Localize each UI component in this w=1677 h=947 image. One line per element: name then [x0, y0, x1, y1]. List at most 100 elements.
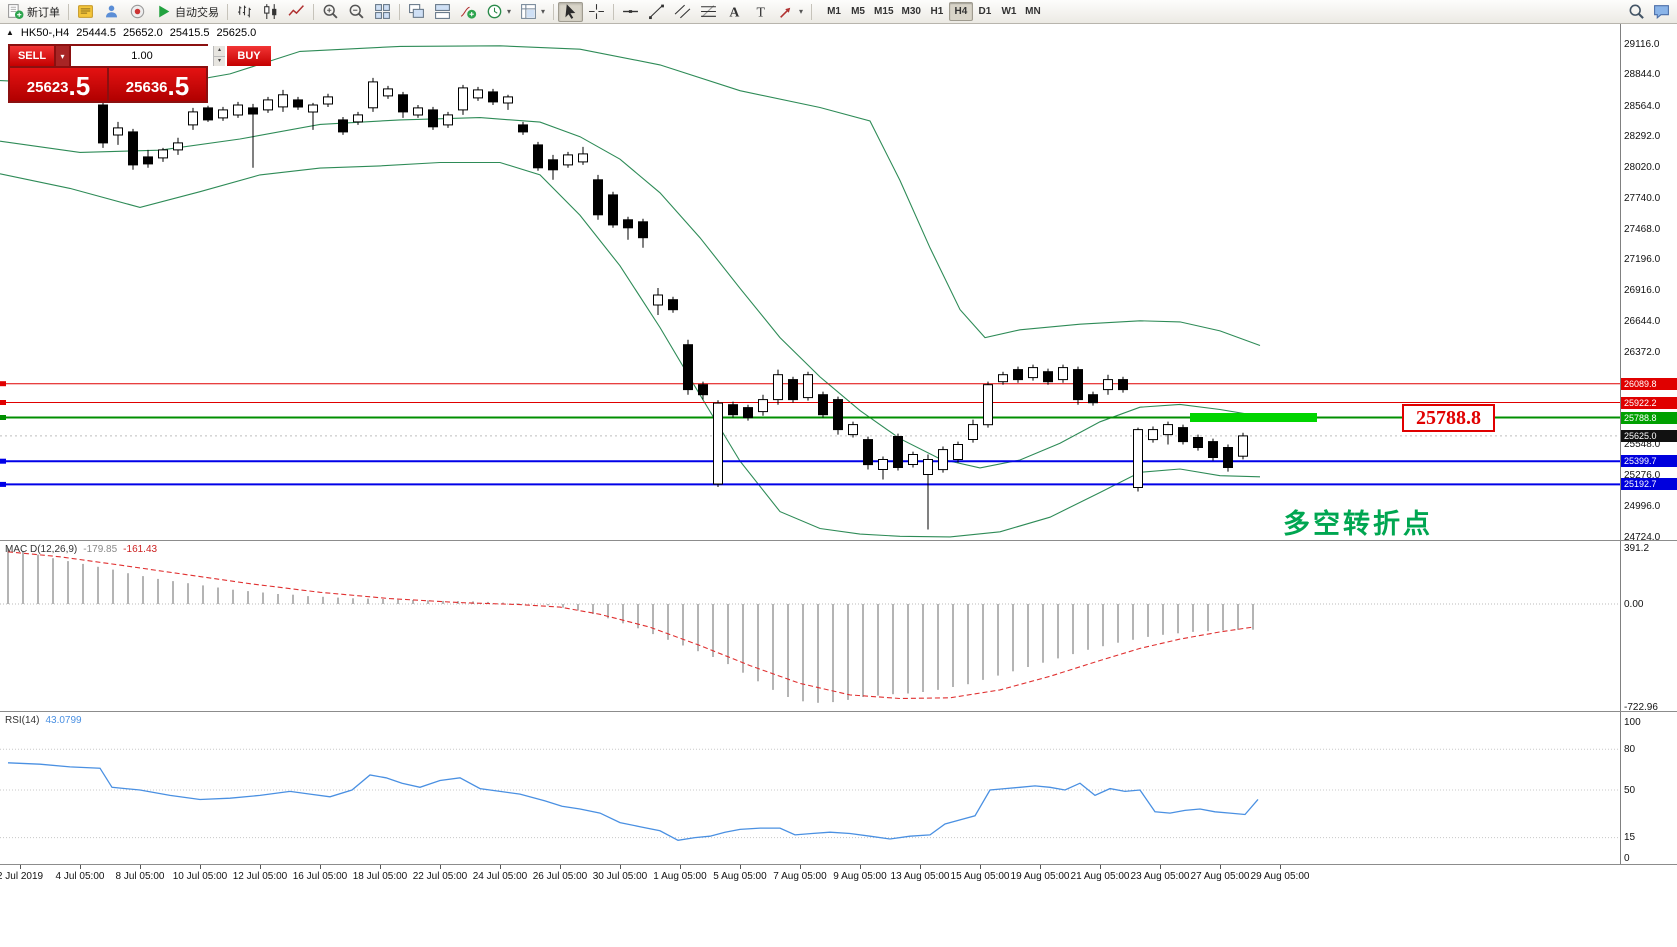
- level-anchor-marker: [0, 458, 6, 464]
- svg-text:T: T: [756, 4, 765, 19]
- text-tool-button[interactable]: A: [722, 2, 747, 22]
- time-axis-tick: [860, 865, 861, 869]
- sell-price-int: 25623: [26, 79, 69, 96]
- cascade-windows-button[interactable]: [404, 2, 429, 22]
- profiles-button[interactable]: [99, 2, 124, 22]
- metaeditor-button[interactable]: [73, 2, 98, 22]
- text-tool-icon: A: [726, 3, 743, 20]
- price-axis-label: 26916.0: [1624, 285, 1661, 297]
- timeframe-button-M1[interactable]: M1: [827, 6, 841, 17]
- templates-button[interactable]: ▾: [516, 2, 549, 22]
- autotrading-button[interactable]: 自动交易: [151, 2, 223, 22]
- zoom-out-button[interactable]: [344, 2, 369, 22]
- candlestick-icon: [262, 3, 279, 20]
- toolbar-separator: [613, 3, 615, 20]
- oneclick-collapse-icon[interactable]: ▲: [6, 28, 14, 37]
- time-axis-tick: [1220, 865, 1221, 869]
- bar-chart-button[interactable]: [232, 2, 257, 22]
- candles-group: [98, 77, 1248, 530]
- pane-separator[interactable]: [0, 864, 1677, 865]
- community-button[interactable]: [125, 2, 150, 22]
- chat-button[interactable]: [1649, 2, 1674, 22]
- time-axis-tick: [920, 865, 921, 869]
- pane-separator[interactable]: [0, 711, 1677, 712]
- buy-price-frac: .5: [167, 71, 190, 101]
- horizontal-line-icon: [622, 3, 639, 20]
- price-axis-label: 29116.0: [1624, 38, 1660, 50]
- profiles-icon: [103, 3, 120, 20]
- sell-button[interactable]: SELL: [10, 46, 54, 66]
- search-icon: [1628, 3, 1645, 20]
- rsi-indicator-canvas[interactable]: [0, 712, 1620, 864]
- timeframe-button-M5[interactable]: M5: [851, 6, 865, 17]
- macd-value: -179.85: [83, 544, 118, 555]
- caret-down-icon: ▾: [60, 51, 65, 61]
- timeframe-button-W1[interactable]: W1: [1001, 6, 1017, 17]
- time-axis-label: 4 Jul 05:00: [55, 871, 105, 882]
- timeframe-button-MN[interactable]: MN: [1025, 6, 1041, 17]
- rsi-value: 43.0799: [45, 715, 82, 726]
- level-anchor-marker: [0, 381, 6, 387]
- macd-indicator-canvas[interactable]: [0, 541, 1620, 711]
- tile-windows-button[interactable]: [370, 2, 395, 22]
- indicators-button[interactable]: [456, 2, 481, 22]
- new-order-button[interactable]: 新订单: [3, 2, 64, 22]
- fibonacci-icon: [700, 3, 717, 20]
- sell-price-button[interactable]: 25623 .5: [10, 68, 107, 101]
- cursor-icon: [562, 3, 579, 20]
- volume-input[interactable]: [71, 46, 213, 66]
- timeframe-button-D1[interactable]: D1: [978, 6, 992, 17]
- order-options-dropdown[interactable]: ▾: [56, 46, 69, 66]
- low-value: 25415.5: [169, 27, 210, 39]
- time-axis-tick: [20, 865, 21, 869]
- crosshair-tool-button[interactable]: [584, 2, 609, 22]
- arrange-windows-button[interactable]: [430, 2, 455, 22]
- time-axis-tick: [1160, 865, 1161, 869]
- buy-price-int: 25636: [125, 79, 168, 96]
- time-axis-tick: [560, 865, 561, 869]
- time-axis[interactable]: 2 Jul 2019 4 Jul 05:00 8 Jul 05:00 10 Jul 0…: [0, 865, 1620, 887]
- channel-tool-button[interactable]: [670, 2, 695, 22]
- time-axis-tick: [1280, 865, 1281, 869]
- trendline-tool-button[interactable]: [644, 2, 669, 22]
- price-chart-canvas[interactable]: [0, 24, 1620, 540]
- sell-price-frac: .5: [68, 71, 91, 101]
- arrows-tool-button[interactable]: ▾: [774, 2, 807, 22]
- zoom-in-button[interactable]: [318, 2, 343, 22]
- search-button[interactable]: [1624, 2, 1649, 22]
- timeframe-button-M30[interactable]: M30: [901, 6, 921, 17]
- metaeditor-icon: [77, 3, 94, 20]
- price-axis-badge: 26089.8: [1621, 377, 1677, 390]
- macd-indicator-label: MAC D(12,26,9) -179.85 -161.43: [5, 544, 157, 555]
- price-axis[interactable]: 29116.0 28844.0 28564.0 28292.0 28020.0 27740…: [1620, 24, 1677, 865]
- highlight-zone[interactable]: [1190, 413, 1317, 422]
- timeframe-button-H1[interactable]: H1: [930, 6, 944, 17]
- buy-price-button[interactable]: 25636 .5: [109, 68, 206, 101]
- time-axis-tick: [800, 865, 801, 869]
- volume-increase-button[interactable]: ▴: [214, 46, 225, 57]
- price-annotation-label[interactable]: 25788.8: [1402, 404, 1495, 432]
- rsi-axis-label: 100: [1624, 716, 1641, 728]
- volume-decrease-button[interactable]: ▾: [214, 56, 225, 66]
- level-anchor-marker: [0, 481, 6, 487]
- rsi-axis-label: 15: [1624, 832, 1636, 844]
- pane-separator[interactable]: [0, 540, 1677, 541]
- cursor-tool-button[interactable]: [558, 1, 584, 22]
- price-axis-label: 27740.0: [1624, 193, 1661, 204]
- candlestick-chart-button[interactable]: [258, 2, 283, 22]
- price-axis-badge: 25625.0: [1621, 429, 1677, 442]
- horizontal-line-tool-button[interactable]: [618, 2, 643, 22]
- line-chart-button[interactable]: [284, 2, 309, 22]
- text-label-tool-button[interactable]: T: [748, 2, 773, 22]
- timeframe-button-M15[interactable]: M15: [874, 6, 894, 17]
- new-order-icon: [7, 3, 24, 20]
- timeframe-button-H4[interactable]: H4: [948, 2, 973, 21]
- chat-bubble-icon: [1653, 3, 1670, 20]
- periods-button[interactable]: ▾: [482, 2, 515, 22]
- chinese-note-text[interactable]: 多空转折点: [1283, 509, 1433, 539]
- fibonacci-tool-button[interactable]: [696, 2, 721, 22]
- price-axis-label: 28020.0: [1624, 161, 1661, 173]
- buy-button[interactable]: BUY: [227, 46, 271, 66]
- price-axis-label: 24996.0: [1624, 501, 1661, 512]
